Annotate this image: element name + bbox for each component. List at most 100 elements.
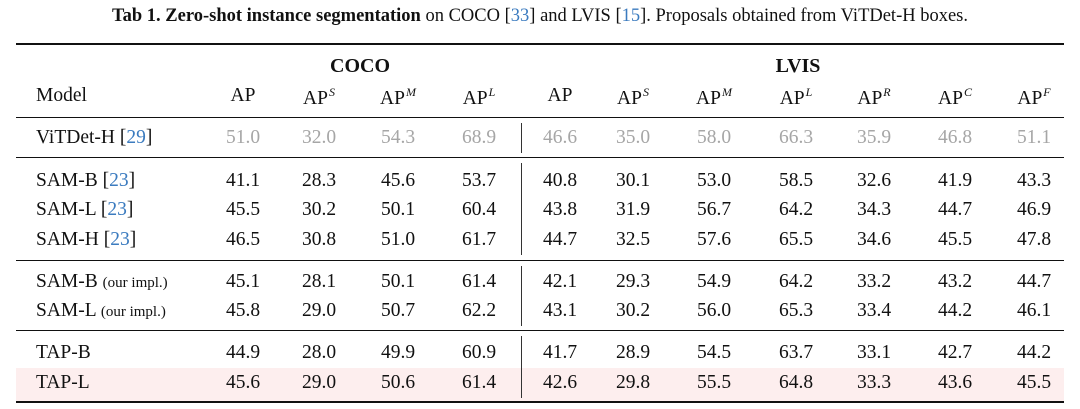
table-cell: 43.2 [937,271,973,292]
citation-link[interactable]: 23 [109,170,129,191]
header-cell: APC [920,85,990,110]
table-cell: 62.2 [461,300,497,321]
table-cell: 30.1 [615,170,651,191]
row-model-name: SAM-L [23] [36,199,134,220]
header-cell-base: AP [462,88,488,109]
table-cell: 51.0 [225,127,261,148]
table-cell: 47.8 [1016,229,1052,250]
caption-title: Zero-shot instance segmentation [165,6,421,26]
group-rule-1 [16,157,1064,158]
column-separator [521,123,522,153]
table-cell: 44.2 [937,300,973,321]
table-cell: 45.5 [937,229,973,250]
header-cell-sup: M [405,85,416,99]
model-name: SAM-L [36,199,96,220]
table-cell: 44.7 [1016,271,1052,292]
table-cell: 33.2 [856,271,892,292]
table-cell: 58.0 [696,127,732,148]
header-cell-base: AP [617,88,642,109]
header-cell-base: AP [938,88,963,109]
row-model-name: SAM-H [23] [36,229,137,250]
table-cell: 53.7 [461,170,497,191]
table-cell: 45.5 [225,199,261,220]
table-cell: 50.7 [380,300,416,321]
citation-link[interactable]: 23 [107,199,127,220]
table-cell: 30.2 [301,199,337,220]
table-cell: 56.0 [696,300,732,321]
caption-text-2: ] and LVIS [ [529,6,622,26]
table-cell: 30.2 [615,300,651,321]
header-cell-base: AP [303,88,328,109]
header-cell-base: AP [380,88,405,109]
table-cell: 29.3 [615,271,651,292]
table-cell: 42.6 [542,372,578,393]
bottom-rule [16,401,1064,403]
table-cell: 61.4 [461,372,497,393]
header-cell-sup: L [805,85,813,99]
table-cell: 60.9 [461,342,497,363]
model-name: SAM-L [36,300,96,321]
table-cell: 28.9 [615,342,651,363]
header-cell: APR [839,85,909,110]
table-cell: 34.3 [856,199,892,220]
header-cell-base: AP [857,88,883,109]
table-cell: 57.6 [696,229,732,250]
row-model-name: SAM-B [23] [36,170,136,191]
header-cell-sup: S [642,85,649,99]
group-header-lvis: LVIS [775,55,821,77]
header-cell: APL [444,85,514,110]
group-rule-2 [16,260,1064,261]
table-cell: 46.8 [937,127,973,148]
header-cell-sup: L [488,85,496,99]
table-cell: 54.9 [696,271,732,292]
table-cell: 43.3 [1016,170,1052,191]
table-cell: 43.8 [542,199,578,220]
header-cell: APL [761,85,831,110]
model-name: TAP-L [36,372,90,393]
table-cell: 46.6 [542,127,578,148]
table-cell: 66.3 [778,127,814,148]
header-model-label: Model [36,85,87,106]
group-rule-3 [16,330,1064,331]
table-cell: 65.5 [778,229,814,250]
citation-link[interactable]: 29 [126,127,146,148]
table-cell: 54.5 [696,342,732,363]
table-cell: 45.6 [225,372,261,393]
table-cell: 46.1 [1016,300,1052,321]
caption-ref-coco[interactable]: 33 [510,6,530,26]
header-cell: AP [208,85,278,107]
row-model-name: SAM-L (our impl.) [36,300,166,322]
table-cell: 33.4 [856,300,892,321]
table-cell: 45.6 [380,170,416,191]
row-model-name: TAP-L [36,372,90,394]
table-cell: 64.2 [778,271,814,292]
model-name: SAM-B [36,170,98,191]
table-cell: 33.1 [856,342,892,363]
citation-link[interactable]: 23 [110,229,130,250]
row-model-name: SAM-B (our impl.) [36,271,168,293]
header-cell-base: AP [1017,88,1043,109]
table-cell: 42.7 [937,342,973,363]
caption-text-3: ]. Proposals obtained from ViTDet-H boxe… [640,6,969,26]
table-cell: 50.1 [380,271,416,292]
caption-ref-lvis[interactable]: 15 [621,6,641,26]
header-cell-base: AP [696,88,721,109]
impl-note: (our impl.) [100,304,166,320]
table-cell: 29.0 [301,372,337,393]
table-caption: Tab 1. Zero-shot instance segmentation o… [0,6,1080,27]
table-cell: 46.5 [225,229,261,250]
table-cell: 41.9 [937,170,973,191]
header-cell-base: AP [779,88,805,109]
table-cell: 32.6 [856,170,892,191]
table-cell: 35.9 [856,127,892,148]
row-model-name: TAP-B [36,342,91,364]
table-cell: 55.5 [696,372,732,393]
caption-text-1: on COCO [ [420,6,511,26]
table-cell: 54.3 [380,127,416,148]
table-cell: 65.3 [778,300,814,321]
table-cell: 45.5 [1016,372,1052,393]
header-cell-base: AP [547,85,573,106]
table-cell: 43.6 [937,372,973,393]
table-cell: 43.1 [542,300,578,321]
impl-note: (our impl.) [102,275,168,291]
